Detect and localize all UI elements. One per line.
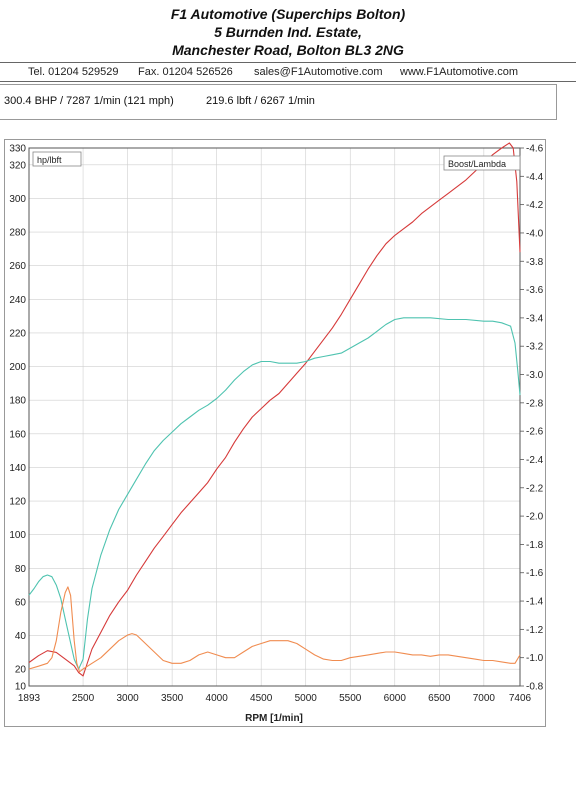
x-tick-label: 5000: [295, 693, 318, 704]
peak-torque: 219.6 lbft / 6267 1/min: [206, 95, 315, 107]
x-tick-label: 4000: [206, 693, 229, 704]
plot-area-border: [28, 147, 521, 687]
left-tick-label: 80: [15, 564, 27, 575]
result-summary: 300.4 BHP / 7287 1/min (121 mph) 219.6 l…: [0, 84, 557, 120]
series-lines: [28, 142, 521, 677]
right-tick-label: -0.8: [526, 682, 544, 693]
left-tick-label: 300: [9, 194, 26, 205]
x-tick-label: 7000: [473, 693, 496, 704]
left-tick-label: 320: [9, 160, 26, 171]
x-tick-label: 7406: [509, 693, 532, 704]
series-line-2: [28, 317, 521, 670]
right-tick-label: -4.6: [526, 144, 544, 155]
x-axis-label: RPM [1/min]: [245, 713, 303, 724]
contact-bar: Tel. 01204 529529 Fax. 01204 526526 sale…: [0, 62, 576, 82]
left-tick-label: 160: [9, 429, 26, 440]
right-axis-ticks: -0.8 -1.0 -1.2 -1.4 -1.6 -1.8 -2.0 -2.2 -2.4 -2.6…: [520, 144, 544, 693]
address-line-1: 5 Burnden Ind. Estate,: [214, 24, 362, 40]
right-tick-label: -2.4: [526, 455, 544, 466]
left-tick-label: 200: [9, 362, 26, 373]
x-tick-label: 5500: [339, 693, 362, 704]
right-tick-label: -1.8: [526, 540, 544, 551]
chart-grid: [29, 148, 520, 686]
telephone: Tel. 01204 529529: [28, 66, 119, 78]
right-tick-label: -4.0: [526, 228, 544, 239]
left-tick-label: 20: [15, 665, 27, 676]
right-tick-label: -2.0: [526, 512, 544, 523]
x-tick-label: 3500: [161, 693, 184, 704]
right-axis-label-box: [443, 155, 521, 171]
fax: Fax. 01204 526526: [138, 66, 233, 78]
left-tick-label: 240: [9, 295, 26, 306]
chart-frame: [4, 139, 546, 727]
left-tick-label: 260: [9, 261, 26, 272]
x-tick-label: 3000: [116, 693, 139, 704]
address-line-2: Manchester Road, Bolton BL3 2NG: [172, 42, 404, 58]
series-line-3: [28, 586, 521, 673]
left-tick-label: 140: [9, 463, 26, 474]
right-tick-label: -1.2: [526, 625, 544, 636]
right-tick-label: -1.4: [526, 597, 544, 608]
left-tick-label: 120: [9, 497, 26, 508]
report-header: F1 Automotive (Superchips Bolton) 5 Burn…: [0, 0, 576, 82]
left-tick-label: 180: [9, 396, 26, 407]
right-tick-label: -3.0: [526, 370, 544, 381]
right-axis-label: Boost/Lambda: [448, 159, 506, 169]
x-axis-ticks: 1893 2500 3000 3500 4000 4500 5000 5500 6000 6500…: [18, 693, 532, 704]
right-tick-label: -3.2: [526, 342, 544, 353]
website-link[interactable]: www.F1Automotive.com: [400, 66, 518, 78]
right-tick-label: -2.8: [526, 398, 544, 409]
left-tick-label: 330: [9, 144, 26, 155]
x-tick-label: 6500: [428, 693, 451, 704]
right-tick-label: -4.2: [526, 200, 544, 211]
right-tick-label: -2.6: [526, 427, 544, 438]
x-tick-label: 6000: [384, 693, 407, 704]
left-axis-label-box: [32, 151, 82, 167]
left-tick-label: 60: [15, 597, 27, 608]
peak-power: 300.4 BHP / 7287 1/min (121 mph): [4, 95, 174, 107]
x-tick-label: 1893: [18, 693, 41, 704]
series-line-1: [28, 142, 521, 677]
left-tick-label: 100: [9, 530, 26, 541]
left-tick-label: 220: [9, 328, 26, 339]
left-tick-label: 10: [15, 682, 27, 693]
right-tick-label: -4.4: [526, 172, 544, 183]
left-axis-ticks: 10 20 40 60 80 100 120 140 160 180 200 220 240 260 280…: [9, 144, 26, 693]
right-tick-label: -3.6: [526, 285, 544, 296]
left-axis-label: hp/lbft: [37, 155, 62, 165]
left-tick-label: 280: [9, 228, 26, 239]
right-tick-label: -1.6: [526, 568, 544, 579]
x-tick-label: 4500: [250, 693, 273, 704]
right-tick-label: -2.2: [526, 483, 544, 494]
right-tick-label: -3.4: [526, 313, 544, 324]
email-link[interactable]: sales@F1Automotive.com: [254, 66, 383, 78]
x-tick-label: 2500: [72, 693, 95, 704]
right-tick-label: -3.8: [526, 257, 544, 268]
right-tick-label: -1.0: [526, 653, 544, 664]
left-tick-label: 40: [15, 631, 27, 642]
company-name: F1 Automotive (Superchips Bolton): [170, 6, 406, 22]
